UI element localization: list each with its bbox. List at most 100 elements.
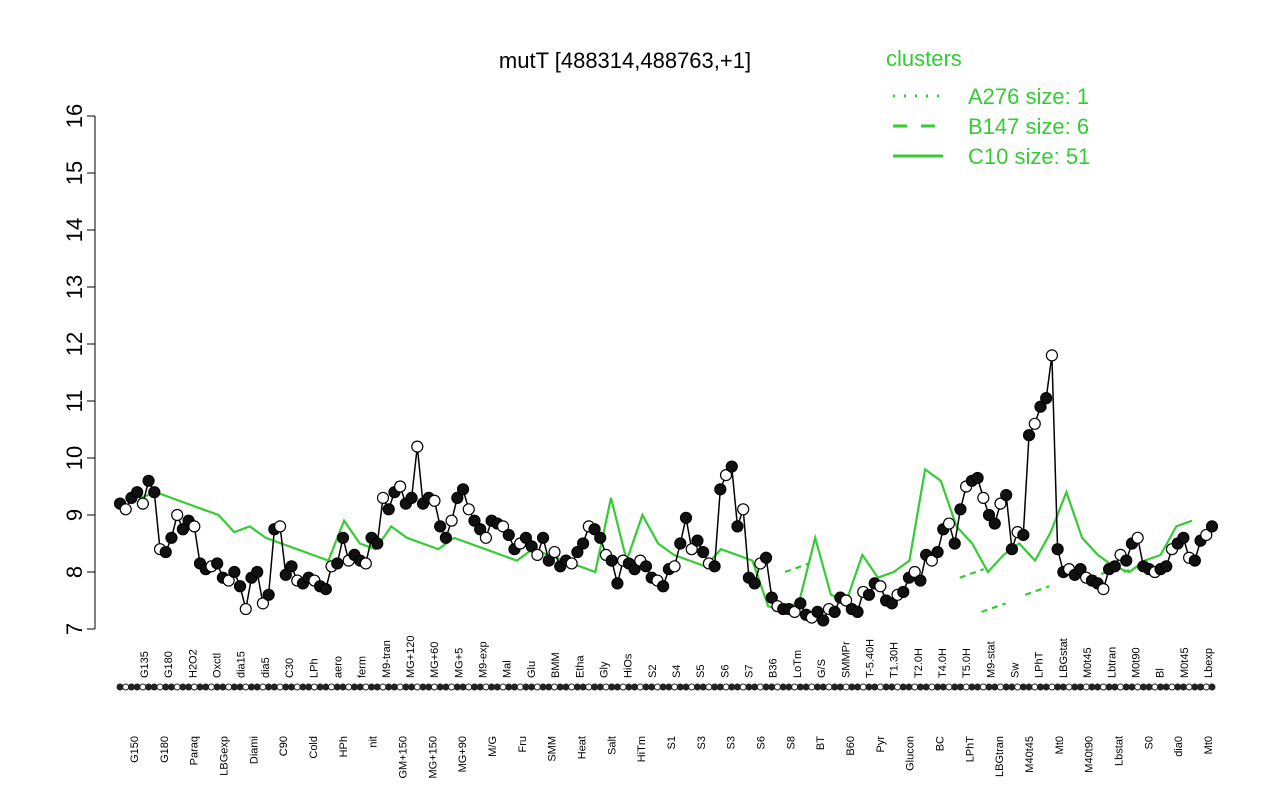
series-segment-b147 <box>1123 562 1148 574</box>
y-tick-label: 15 <box>62 161 87 185</box>
data-point <box>811 605 824 619</box>
x-tick-label-bottom: HiTm <box>636 736 648 762</box>
data-point <box>639 560 653 573</box>
data-point <box>1097 582 1110 596</box>
data-point <box>531 548 544 562</box>
data-point <box>239 602 252 616</box>
x-marker <box>979 683 987 691</box>
legend-label-a276: A276 size: 1 <box>968 84 1089 109</box>
x-marker <box>1105 683 1113 691</box>
x-tick-label-top: Oxctl <box>212 653 224 678</box>
data-point <box>588 523 601 536</box>
x-tick-label-top: T4.0H <box>937 648 949 678</box>
x-marker <box>659 683 667 691</box>
data-point <box>519 531 533 544</box>
x-marker <box>1185 683 1193 691</box>
x-marker <box>1128 683 1136 691</box>
x-marker <box>991 683 999 691</box>
data-point <box>222 574 235 587</box>
x-marker <box>196 683 204 691</box>
x-marker <box>470 683 478 691</box>
data-point <box>536 531 550 544</box>
x-marker <box>185 683 193 691</box>
x-tick-labels: G135 G180 H2O2 Oxctl dia15 dia5 C30 LPh aero ferm… <box>129 636 1215 779</box>
data-point <box>119 503 132 516</box>
x-marker <box>1139 683 1147 691</box>
x-tick-label-top: MG+60 <box>429 642 441 678</box>
data-point <box>451 491 464 504</box>
x-tick-label-top: Bl <box>1155 668 1167 678</box>
data-point <box>331 557 344 570</box>
x-marker <box>356 683 364 691</box>
series-segment-b147 <box>959 568 985 579</box>
data-point <box>285 560 298 573</box>
x-marker <box>396 683 404 691</box>
data-point <box>319 582 332 596</box>
x-tick-label-top: S6 <box>719 665 731 678</box>
y-tick-label: 7 <box>62 623 87 635</box>
data-point <box>1040 392 1053 405</box>
x-marker <box>339 683 347 691</box>
x-tick-label-top: M0t45 <box>1082 647 1094 678</box>
data-point <box>411 440 424 453</box>
data-point <box>674 537 687 550</box>
data-point <box>954 503 967 516</box>
data-point <box>977 491 990 504</box>
x-tick-label-top: T1.30H <box>889 642 901 678</box>
x-marker <box>711 683 719 691</box>
x-marker <box>899 683 907 691</box>
x-marker <box>922 683 930 691</box>
x-marker <box>236 683 244 691</box>
data-point <box>211 557 224 570</box>
x-marker <box>510 683 518 691</box>
x-tick-label-bottom: LPhT <box>964 736 976 763</box>
x-tick-label-bottom: BC <box>935 736 947 751</box>
x-marker <box>265 683 273 691</box>
x-marker <box>505 683 513 691</box>
x-marker <box>385 683 393 691</box>
x-tick-label-bottom: LBGexp <box>219 736 231 776</box>
x-marker <box>722 683 730 691</box>
data-point <box>731 520 744 533</box>
data-point <box>1017 528 1030 542</box>
data-point <box>611 577 624 590</box>
x-tick-label-bottom: MG+90 <box>457 736 469 772</box>
x-marker <box>533 683 541 691</box>
x-marker <box>328 683 336 691</box>
data-point <box>988 517 1001 530</box>
data-point <box>971 471 984 485</box>
x-marker <box>671 683 679 691</box>
x-marker <box>962 683 970 691</box>
x-marker <box>390 683 398 691</box>
x-marker <box>579 683 587 691</box>
y-tick-label: 11 <box>62 390 87 413</box>
x-marker <box>1008 683 1016 691</box>
x-tick-label-bottom: M40t90 <box>1084 736 1096 773</box>
x-tick-label-bottom: MG+150 <box>427 736 439 779</box>
x-tick-label-top: Sw <box>1010 663 1022 678</box>
x-tick-label-top: aero <box>332 656 344 678</box>
x-marker <box>1059 683 1067 691</box>
x-tick-label-bottom: Lbstat <box>1114 736 1126 766</box>
x-marker <box>876 683 884 691</box>
x-marker <box>682 683 690 691</box>
data-point <box>628 563 641 576</box>
x-marker <box>1122 683 1130 691</box>
x-marker <box>619 683 627 691</box>
x-marker <box>1157 683 1165 691</box>
x-tick-label-top: M0t45 <box>1179 647 1191 678</box>
data-point <box>371 537 384 550</box>
x-marker <box>162 683 170 691</box>
x-marker <box>333 683 341 691</box>
x-tick-label-bottom: GM+150 <box>398 736 410 779</box>
x-marker <box>516 683 524 691</box>
x-tick-label-bottom: Cold <box>308 736 320 759</box>
y-tick-label: 9 <box>62 509 87 521</box>
x-marker <box>591 683 599 691</box>
x-marker <box>122 683 130 691</box>
x-marker <box>482 683 490 691</box>
x-marker <box>465 683 473 691</box>
x-marker <box>1065 683 1073 691</box>
x-marker <box>728 683 736 691</box>
data-point <box>142 474 155 487</box>
